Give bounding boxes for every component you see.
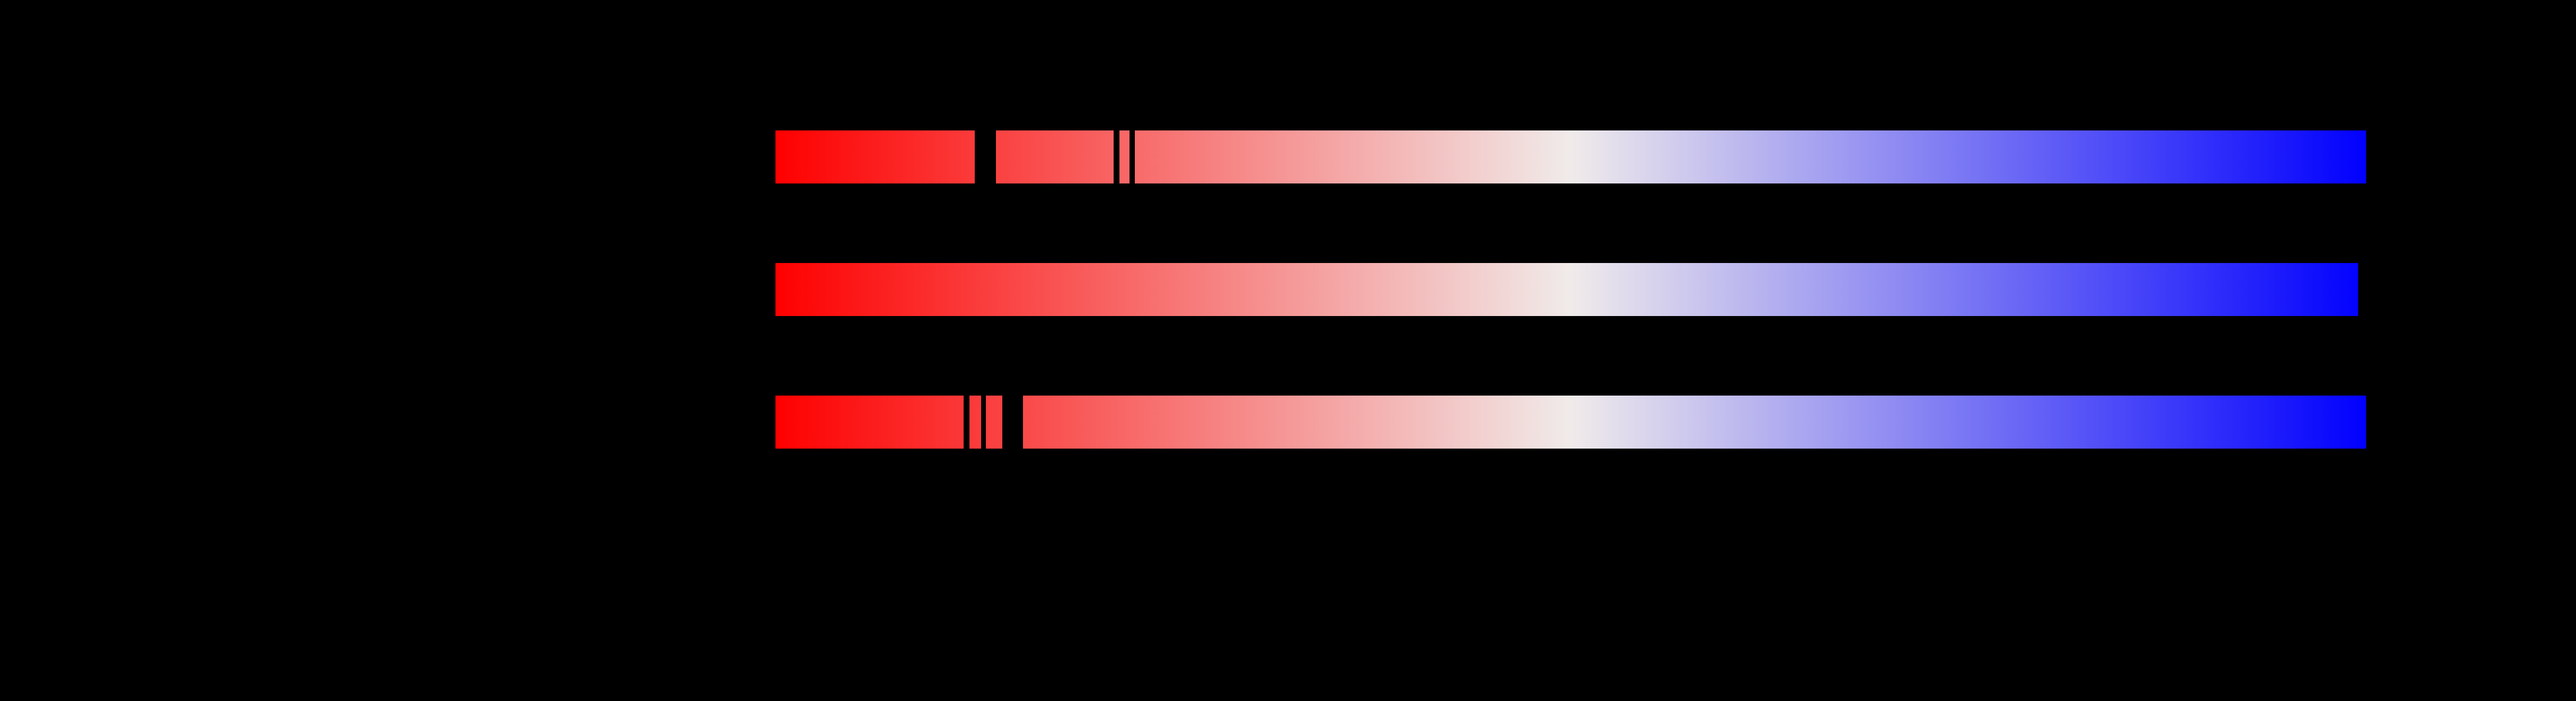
gradient-bar-strip-top (775, 130, 2366, 183)
bar-gap (964, 396, 969, 449)
gradient-bar-strip-middle (775, 263, 2358, 316)
bar-gap (975, 130, 996, 183)
bar-gap (1130, 130, 1135, 183)
gradient-bar-strip-bottom (775, 396, 2366, 449)
bar-gap (1114, 130, 1119, 183)
bar-gap (981, 396, 986, 449)
bar-gap (1002, 396, 1023, 449)
